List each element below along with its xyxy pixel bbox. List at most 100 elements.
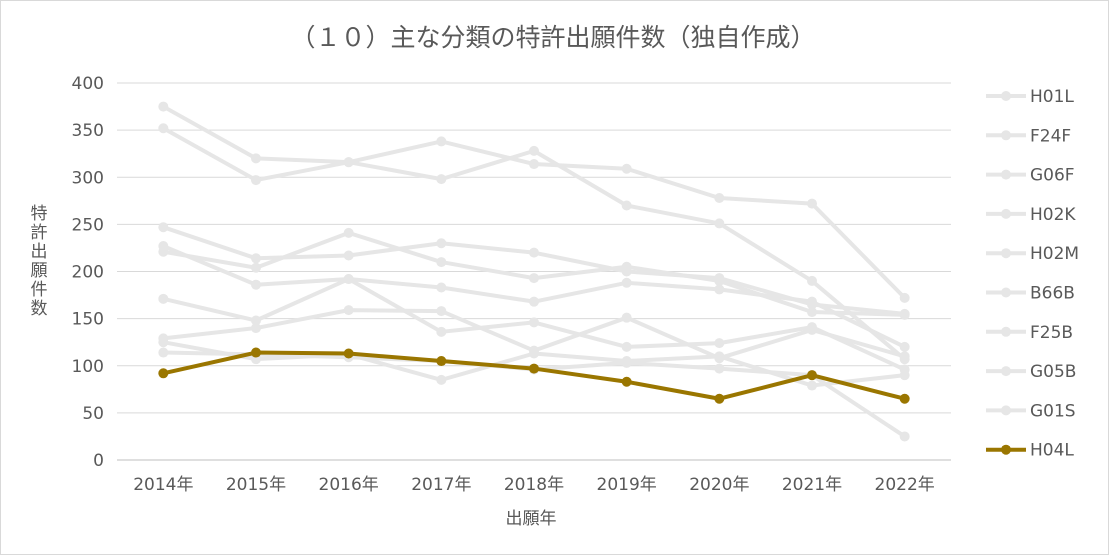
chart-title: （１０）主な分類の特許出願件数（独自作成） (290, 23, 815, 52)
data-point (621, 261, 632, 272)
legend-marker (1001, 287, 1011, 298)
y-tick-label: 50 (82, 404, 104, 424)
data-point (529, 145, 539, 156)
data-point (529, 296, 539, 307)
y-axis-title-text: 特許出願件数 (31, 204, 48, 319)
series-h04l (158, 347, 910, 404)
data-point (436, 306, 447, 317)
x-axis-ticks: 2014年 2015年 2016年 2017年 2018年 2019年 2020年 2021年… (133, 475, 935, 495)
data-point (621, 357, 632, 368)
data-point (251, 347, 261, 358)
data-point (899, 431, 910, 442)
legend-marker (1001, 130, 1011, 141)
legend-marker (1001, 91, 1011, 101)
data-point (899, 292, 910, 303)
data-point (436, 282, 447, 293)
data-point (158, 222, 169, 233)
legend-label: H01L (1030, 87, 1074, 107)
data-point (251, 153, 261, 164)
data-point (343, 250, 354, 261)
legend-label: F25B (1030, 323, 1073, 343)
data-point (714, 363, 725, 374)
legend-item-h02m: H02M (986, 244, 1079, 264)
legend-label: G05B (1030, 362, 1076, 382)
data-point (436, 238, 447, 249)
data-point (251, 253, 261, 264)
x-tick-label: 2015年 (226, 475, 286, 495)
series-h02k (158, 241, 910, 352)
data-point (436, 356, 447, 367)
legend: H01L F24F G06F H02K H02M B66B F25B G05B G01S H04L (986, 87, 1079, 461)
data-point (158, 347, 169, 358)
data-point (807, 324, 817, 335)
data-point (714, 351, 725, 362)
data-point (714, 218, 725, 229)
data-point (899, 393, 910, 404)
data-point (807, 275, 817, 286)
data-point (343, 157, 354, 168)
data-point (529, 348, 539, 359)
series-lines (158, 101, 910, 442)
legend-label: G06F (1030, 166, 1075, 186)
data-point (343, 274, 354, 285)
x-tick-label: 2019年 (597, 475, 657, 495)
data-point (899, 351, 910, 362)
y-tick-label: 200 (72, 263, 104, 283)
data-point (251, 175, 261, 186)
data-point (158, 368, 169, 379)
y-tick-label: 0 (93, 451, 104, 471)
data-point (529, 273, 539, 284)
legend-marker (1001, 248, 1011, 259)
x-tick-label: 2021年 (782, 475, 842, 495)
legend-marker (1001, 326, 1011, 337)
data-point (714, 393, 725, 404)
legend-label: G01S (1030, 401, 1076, 421)
data-point (529, 159, 539, 170)
legend-marker (1001, 208, 1011, 219)
data-point (251, 323, 261, 334)
series-f24f (158, 123, 910, 365)
data-point (529, 317, 539, 328)
data-point (436, 136, 447, 147)
data-point (807, 380, 817, 391)
legend-item-f25b: F25B (986, 323, 1073, 343)
data-point (529, 363, 539, 374)
data-point (621, 163, 632, 174)
legend-item-h01l: H01L (986, 87, 1074, 107)
y-tick-label: 300 (72, 168, 104, 188)
y-tick-label: 100 (72, 357, 104, 377)
data-point (251, 279, 261, 290)
data-point (251, 262, 261, 273)
data-point (621, 200, 632, 211)
x-axis-title: 出願年 (506, 509, 557, 529)
y-tick-label: 250 (72, 215, 104, 235)
data-point (158, 293, 169, 304)
legend-marker (1001, 169, 1011, 180)
legend-item-g05b: G05B (986, 362, 1076, 382)
data-point (436, 174, 447, 185)
data-point (714, 284, 725, 295)
x-tick-label: 2017年 (411, 475, 471, 495)
legend-item-f24f: F24F (986, 126, 1071, 146)
data-point (899, 309, 910, 320)
y-tick-label: 150 (72, 310, 104, 330)
legend-label: B66B (1030, 284, 1075, 304)
x-tick-label: 2014年 (133, 475, 193, 495)
data-point (436, 326, 447, 337)
data-point (158, 123, 169, 134)
data-point (529, 247, 539, 258)
data-point (899, 370, 910, 381)
y-axis-title: 特許出願件数 (31, 204, 48, 319)
x-tick-label: 2020年 (689, 475, 749, 495)
legend-label: F24F (1030, 126, 1071, 146)
legend-marker (1001, 405, 1011, 416)
data-point (158, 246, 169, 257)
data-point (343, 227, 354, 238)
data-point (343, 348, 354, 359)
legend-label: H02K (1030, 205, 1076, 225)
data-point (251, 315, 261, 326)
legend-item-h04l: H04L (986, 441, 1074, 461)
data-point (621, 341, 632, 352)
